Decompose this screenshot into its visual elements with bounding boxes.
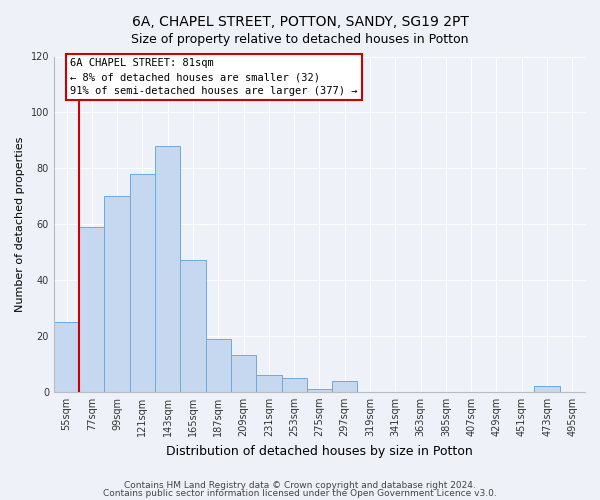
Bar (130, 174, 155, 392)
Bar (104, 196, 130, 392)
Bar (231, 356, 256, 392)
Bar (535, 386, 560, 392)
Bar (79, 227, 104, 392)
Text: Contains HM Land Registry data © Crown copyright and database right 2024.: Contains HM Land Registry data © Crown c… (124, 480, 476, 490)
Bar (307, 389, 332, 392)
Bar (206, 338, 231, 392)
Text: 6A CHAPEL STREET: 81sqm
← 8% of detached houses are smaller (32)
91% of semi-det: 6A CHAPEL STREET: 81sqm ← 8% of detached… (70, 58, 358, 96)
Text: Size of property relative to detached houses in Potton: Size of property relative to detached ho… (131, 32, 469, 46)
Y-axis label: Number of detached properties: Number of detached properties (15, 136, 25, 312)
Bar (281, 378, 307, 392)
Bar (332, 380, 358, 392)
Bar (256, 375, 281, 392)
X-axis label: Distribution of detached houses by size in Potton: Distribution of detached houses by size … (166, 444, 473, 458)
Text: Contains public sector information licensed under the Open Government Licence v3: Contains public sector information licen… (103, 489, 497, 498)
Bar (155, 146, 181, 392)
Bar (54, 322, 79, 392)
Text: 6A, CHAPEL STREET, POTTON, SANDY, SG19 2PT: 6A, CHAPEL STREET, POTTON, SANDY, SG19 2… (131, 15, 469, 29)
Bar (181, 260, 206, 392)
